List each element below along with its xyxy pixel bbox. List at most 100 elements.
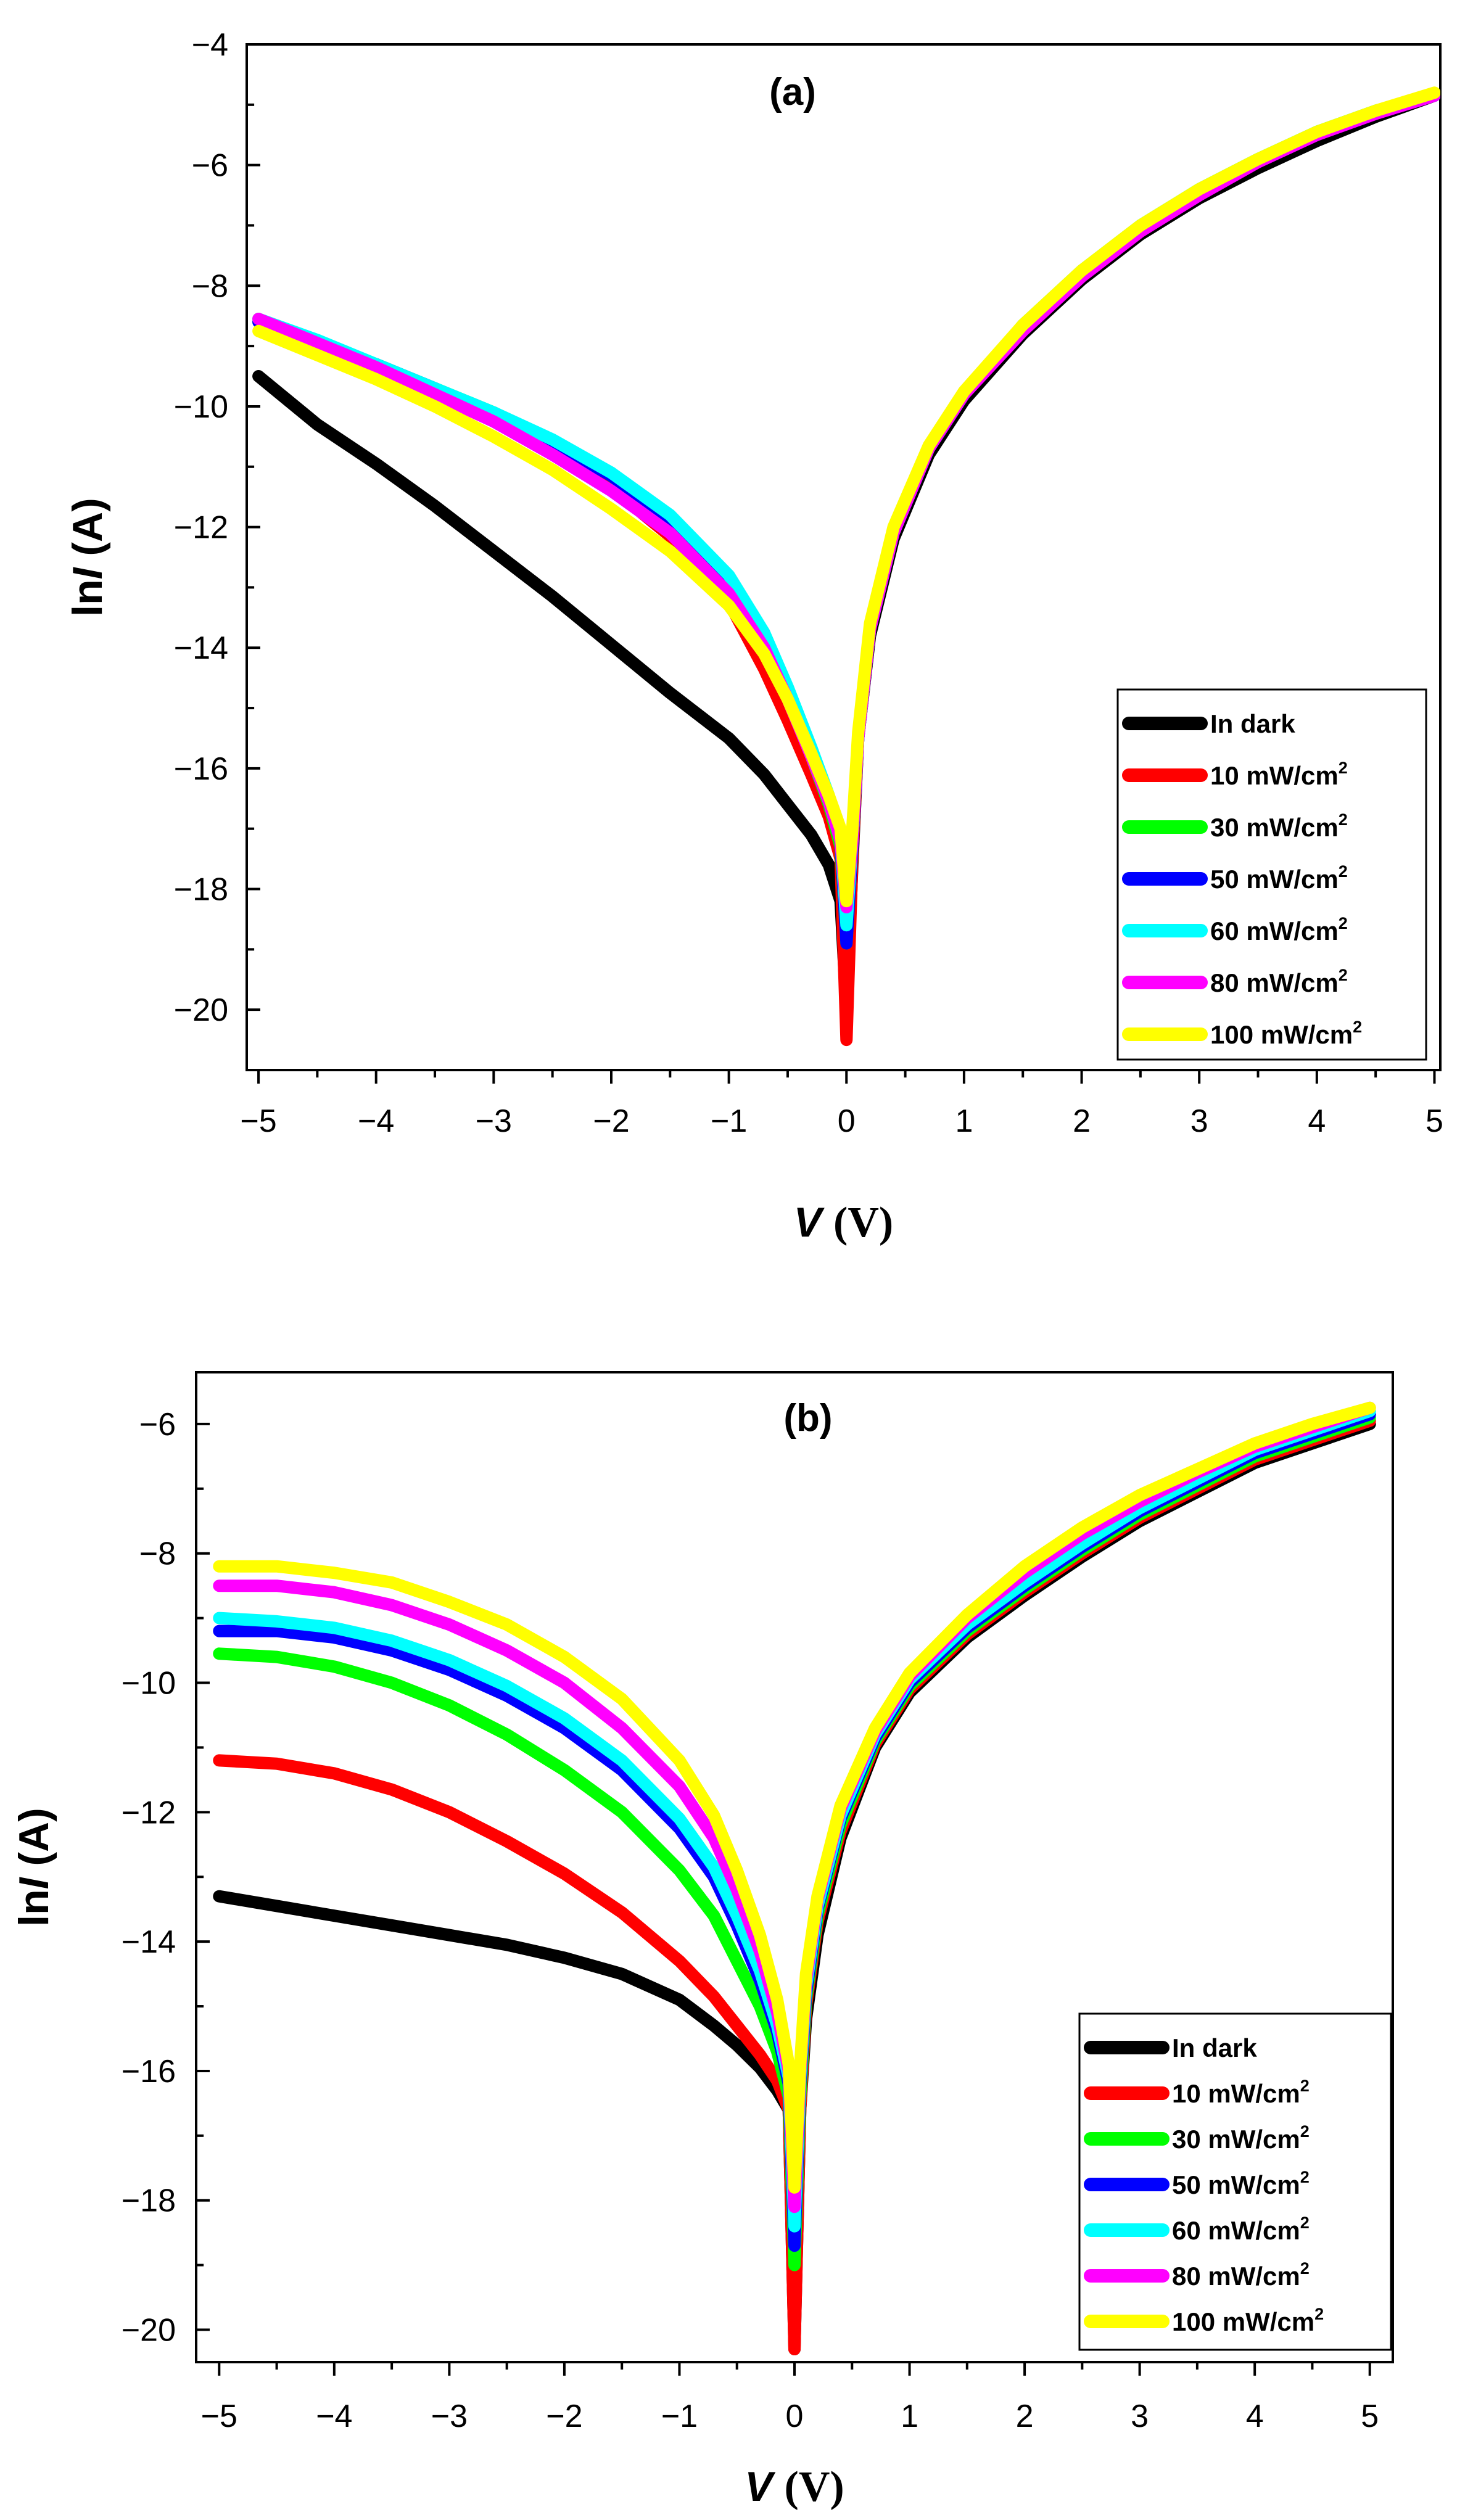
y-tick-label: −4 (192, 27, 228, 63)
y-axis-var: I (64, 566, 111, 579)
legend-label: 30 mW/cm2 (1172, 2122, 1310, 2154)
legend-name: 100 mW/cm (1172, 2307, 1314, 2336)
x-tick-label: 1 (955, 1103, 973, 1139)
x-tick-label: −5 (240, 1103, 276, 1139)
legend-superscript: 2 (1339, 759, 1348, 777)
legend-superscript: 2 (1314, 2305, 1324, 2323)
y-axis-var: I (10, 1876, 57, 1889)
legend-name: 100 mW/cm (1210, 1020, 1353, 1049)
x-axis-unit: (V) (785, 2463, 844, 2511)
series-line-6 (213, 1401, 1376, 2194)
legend-superscript: 2 (1300, 2213, 1310, 2232)
legend-label: 60 mW/cm2 (1172, 2213, 1310, 2245)
legend-item: 60 mW/cm2 (1122, 914, 1348, 945)
legend-name: 10 mW/cm (1210, 761, 1339, 790)
legend-label: 10 mW/cm2 (1210, 759, 1348, 790)
x-tick-label: 2 (1016, 2399, 1034, 2434)
y-tick-label: −12 (122, 1795, 176, 1830)
panel-label: (a) (769, 71, 816, 113)
legend-label: 30 mW/cm2 (1210, 810, 1348, 842)
legend-superscript: 2 (1339, 914, 1348, 933)
x-tick-label: 0 (786, 2399, 804, 2434)
y-tick-label: −16 (122, 2054, 176, 2090)
legend-item: In dark (1122, 709, 1295, 738)
legend-name: 30 mW/cm (1172, 2125, 1300, 2154)
legend-superscript: 2 (1300, 2168, 1310, 2186)
x-tick-label: −1 (661, 2399, 698, 2434)
y-axis-title: lnI (A) (10, 1808, 57, 1927)
y-tick-label: −10 (122, 1666, 176, 1702)
legend-item: 80 mW/cm2 (1122, 966, 1348, 997)
x-tick-label: 4 (1246, 2399, 1264, 2434)
x-tick-label: −3 (476, 1103, 512, 1139)
y-tick-label: −18 (122, 2183, 176, 2219)
y-tick-label: −6 (139, 1407, 176, 1443)
y-tick-label: −8 (139, 1536, 176, 1572)
legend-name: 50 mW/cm (1210, 865, 1339, 894)
legend-superscript: 2 (1300, 2077, 1310, 2095)
legend-item: 10 mW/cm2 (1084, 2077, 1310, 2108)
x-axis-var: V (745, 2463, 776, 2510)
x-axis-title: V (V) (794, 1199, 893, 1246)
legend-item: 50 mW/cm2 (1084, 2168, 1310, 2199)
x-tick-label: 3 (1131, 2399, 1149, 2434)
legend-name: 80 mW/cm (1172, 2262, 1300, 2291)
legend-name: 60 mW/cm (1172, 2216, 1300, 2245)
x-tick-label: 0 (838, 1103, 856, 1139)
chart-panel-b: −20−18−16−14−12−10−8−6−5 −4 −3 −2 −1 0 1 2 3 4 5(b… (10, 1371, 1394, 2511)
y-tick-label: −14 (174, 630, 228, 666)
y-axis-unit: (A) (10, 1808, 57, 1877)
y-tick-label: −20 (174, 992, 228, 1028)
legend-superscript: 2 (1339, 810, 1348, 829)
x-axis-unit: (V) (833, 1199, 893, 1246)
legend-name: In dark (1172, 2033, 1257, 2062)
legend-item: 60 mW/cm2 (1084, 2213, 1310, 2245)
legend-label: 80 mW/cm2 (1172, 2259, 1310, 2291)
y-tick-label: −6 (192, 148, 228, 184)
legend-label: 10 mW/cm2 (1172, 2077, 1310, 2108)
x-axis-var: V (794, 1199, 825, 1246)
x-tick-label: 4 (1308, 1103, 1326, 1139)
y-tick-label: −10 (174, 389, 228, 425)
y-tick-label: −20 (122, 2313, 176, 2349)
y-axis-prefix: ln (64, 579, 111, 616)
x-tick-label: 2 (1073, 1103, 1091, 1139)
legend-superscript: 2 (1300, 2259, 1310, 2278)
legend-label: 50 mW/cm2 (1172, 2168, 1310, 2199)
legend-label: 80 mW/cm2 (1210, 966, 1348, 997)
x-tick-label: −4 (358, 1103, 394, 1139)
x-tick-label: −4 (316, 2399, 352, 2434)
legend-name: 30 mW/cm (1210, 813, 1339, 842)
legend-item: 50 mW/cm2 (1122, 862, 1348, 894)
legend-name: 60 mW/cm (1210, 916, 1339, 945)
x-tick-label: −2 (593, 1103, 629, 1139)
legend-label: 100 mW/cm2 (1172, 2305, 1324, 2336)
legend-name: 50 mW/cm (1172, 2170, 1300, 2199)
legend-item: In dark (1084, 2033, 1257, 2062)
legend-item: 30 mW/cm2 (1122, 810, 1348, 842)
x-tick-label: 5 (1426, 1103, 1443, 1139)
legend-item: 30 mW/cm2 (1084, 2122, 1310, 2154)
y-axis-title: lnI (A) (64, 498, 111, 617)
x-tick-label: −1 (711, 1103, 747, 1139)
plot-frame (246, 43, 1442, 1071)
x-tick-label: 3 (1190, 1103, 1208, 1139)
x-axis-title: V (V) (745, 2463, 844, 2511)
y-tick-label: −14 (122, 1924, 176, 1960)
y-tick-label: −8 (192, 268, 228, 304)
y-axis-unit: (A) (64, 498, 111, 567)
legend-item: 10 mW/cm2 (1122, 759, 1348, 790)
x-tick-label: −5 (201, 2399, 237, 2434)
y-tick-label: −12 (174, 510, 228, 546)
chart-panel-a: −20−18−16−14−12−10−8−6−4−5 −4 −3 −2 −1 0 1 2 3 4 5… (64, 27, 1443, 1246)
legend-item: 100 mW/cm2 (1122, 1018, 1362, 1049)
x-tick-label: −2 (546, 2399, 582, 2434)
series-group (252, 86, 1440, 1047)
legend-name: In dark (1210, 709, 1295, 738)
legend-item: 80 mW/cm2 (1084, 2259, 1310, 2291)
legend-label: In dark (1210, 709, 1295, 738)
x-tick-label: −3 (431, 2399, 468, 2434)
legend-name: 10 mW/cm (1172, 2079, 1300, 2108)
x-tick-label: 1 (901, 2399, 918, 2434)
